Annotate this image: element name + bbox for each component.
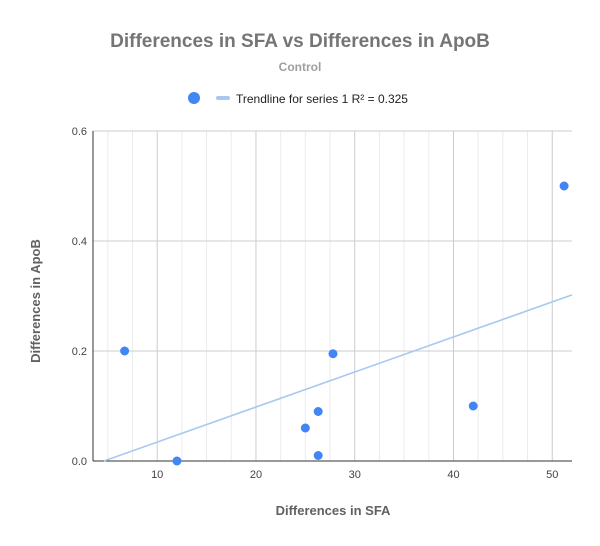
x-axis-title: Differences in SFA xyxy=(276,503,391,518)
legend-series-marker xyxy=(188,92,200,104)
data-point xyxy=(468,401,478,411)
x-tick-label: 30 xyxy=(349,469,361,481)
plot-area: 10 20 30 40 50 0.0 0.2 0.4 0.6 xyxy=(72,126,573,481)
y-tick-label: 0.2 xyxy=(72,346,87,358)
data-point xyxy=(313,407,323,416)
data-point xyxy=(300,423,310,433)
data-point xyxy=(313,451,323,460)
legend-trendline-swatch xyxy=(216,96,230,100)
legend: Trendline for series 1 R² = 0.325 xyxy=(188,92,408,106)
x-tick-label: 40 xyxy=(447,469,459,481)
data-point xyxy=(559,181,569,191)
chart-title: Differences in SFA vs Differences in Apo… xyxy=(110,31,490,52)
chart-subtitle: Control xyxy=(279,60,322,74)
x-tick-label: 10 xyxy=(151,469,163,481)
y-axis-title: Differences in ApoB xyxy=(28,239,43,363)
y-tick-label: 0.6 xyxy=(72,126,87,138)
x-tick-label: 20 xyxy=(250,469,262,481)
data-point xyxy=(172,456,182,466)
y-tick-label: 0.4 xyxy=(72,236,87,248)
trendline xyxy=(103,294,573,462)
y-tick-label: 0.0 xyxy=(72,456,87,468)
data-point xyxy=(328,349,338,359)
data-point xyxy=(120,346,130,356)
legend-trendline-label: Trendline for series 1 R² = 0.325 xyxy=(236,92,408,106)
x-tick-label: 50 xyxy=(546,469,558,481)
